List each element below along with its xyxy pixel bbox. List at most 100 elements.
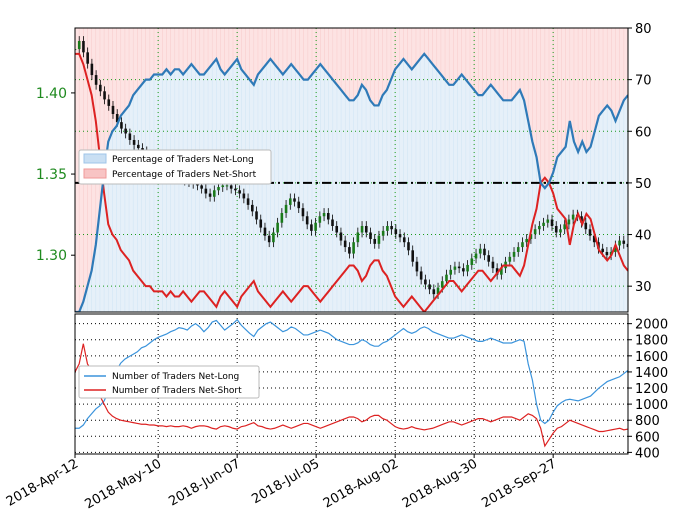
candle-body bbox=[402, 237, 406, 243]
legend-swatch-net-long bbox=[83, 153, 107, 164]
candle-body bbox=[605, 251, 609, 256]
candle-body bbox=[267, 235, 271, 243]
candle-body bbox=[407, 242, 410, 251]
candle-body bbox=[601, 248, 604, 252]
candle-body bbox=[124, 128, 127, 134]
candle-body bbox=[293, 198, 296, 202]
x-tick-label: 2018-Jul-05 bbox=[249, 456, 322, 507]
candle-body bbox=[546, 219, 550, 223]
bottom-right-tick-label: 2000 bbox=[635, 318, 668, 333]
candle-body bbox=[120, 122, 123, 129]
candle-body bbox=[424, 279, 427, 285]
top-frame bbox=[74, 27, 629, 313]
candle-body bbox=[432, 289, 436, 295]
candle-body bbox=[516, 247, 520, 252]
candle-body bbox=[229, 185, 233, 189]
candle-body bbox=[263, 227, 267, 236]
candle-body bbox=[398, 234, 402, 238]
legend-label-traders-net-short: Number of Traders Net-Short bbox=[112, 386, 242, 396]
candle-body bbox=[217, 187, 220, 191]
legend-label-traders-net-long: Number of Traders Net-Long bbox=[112, 372, 239, 382]
candle-body bbox=[588, 229, 592, 236]
candle-body bbox=[128, 133, 132, 140]
candle-body bbox=[449, 269, 453, 275]
candle-body bbox=[474, 253, 478, 259]
candle-body bbox=[86, 52, 89, 64]
candle-body bbox=[567, 219, 571, 225]
candle-body bbox=[255, 211, 258, 220]
candle-body bbox=[318, 216, 322, 223]
candle-body bbox=[103, 91, 106, 100]
candle-body bbox=[563, 224, 566, 230]
bottom-right-tick-label: 1600 bbox=[635, 350, 668, 365]
candle-body bbox=[99, 84, 102, 92]
candle-body bbox=[204, 188, 208, 194]
bottom-right-tick-label: 1400 bbox=[635, 366, 668, 381]
candle-body bbox=[457, 266, 461, 269]
x-tick-label: 2018-Jun-07 bbox=[166, 456, 243, 509]
candle-body bbox=[335, 225, 339, 233]
candle-body bbox=[75, 49, 77, 51]
candle-body bbox=[364, 225, 368, 233]
candle-body bbox=[466, 264, 469, 272]
candle-body bbox=[242, 193, 246, 199]
candle-body bbox=[284, 204, 288, 214]
candle-body bbox=[386, 225, 389, 231]
candle-body bbox=[487, 255, 490, 262]
candle-body bbox=[369, 232, 372, 239]
candle-body bbox=[390, 225, 393, 230]
bottom-right-tick-label: 1200 bbox=[635, 382, 668, 397]
candle-body bbox=[495, 268, 499, 275]
candle-body bbox=[213, 190, 216, 197]
candle-body bbox=[462, 268, 465, 272]
candle-body bbox=[559, 229, 562, 233]
candle-body bbox=[584, 222, 588, 230]
x-tick-label: 2018-Aug-30 bbox=[400, 456, 480, 511]
candle-body bbox=[415, 261, 419, 272]
bottom-legend: Number of Traders Net-Long Number of Trad… bbox=[78, 365, 260, 399]
candle-body bbox=[280, 213, 284, 223]
candle-body bbox=[360, 225, 364, 233]
candle-body bbox=[234, 188, 237, 191]
candle-body bbox=[90, 63, 94, 76]
candle-body bbox=[196, 183, 199, 186]
candle-body bbox=[554, 225, 558, 233]
candle-body bbox=[343, 240, 347, 248]
candle-body bbox=[512, 251, 516, 257]
candle-body bbox=[445, 274, 448, 282]
candle-body bbox=[411, 250, 415, 262]
traders-net-short-line bbox=[75, 343, 628, 448]
net-long-line bbox=[75, 52, 628, 312]
candle-body bbox=[626, 243, 628, 248]
candle-body bbox=[440, 281, 444, 288]
candle-body bbox=[533, 229, 537, 235]
candle-body bbox=[259, 219, 263, 228]
candle-body bbox=[221, 185, 225, 188]
left-tick-label: 1.40 bbox=[36, 86, 67, 102]
candle-body bbox=[77, 40, 81, 50]
candle-body bbox=[538, 225, 541, 230]
top-legend-box bbox=[78, 149, 272, 185]
bottom-right-tick-label: 400 bbox=[635, 446, 660, 461]
candle-body bbox=[373, 238, 377, 244]
candle-body bbox=[137, 144, 140, 149]
candle-body bbox=[246, 198, 250, 205]
right-tick-label: 70 bbox=[635, 74, 652, 89]
candle-body bbox=[491, 261, 495, 269]
candle-body bbox=[348, 247, 351, 254]
candle-body bbox=[107, 99, 111, 106]
candle-body bbox=[250, 204, 254, 212]
candle-body bbox=[225, 185, 229, 187]
candle-body bbox=[381, 230, 385, 236]
bottom-panel: Number of Traders Net-Long Number of Trad… bbox=[74, 313, 629, 455]
candle-body bbox=[428, 284, 431, 290]
candle-body bbox=[297, 201, 301, 209]
bottom-right-tick-label: 1000 bbox=[635, 398, 668, 413]
candle-body bbox=[238, 190, 241, 194]
candle-body bbox=[111, 105, 115, 115]
bottom-right-tick-label: 800 bbox=[635, 414, 660, 429]
traders-net-long-line bbox=[75, 318, 628, 429]
candle-body bbox=[478, 248, 482, 254]
top-legend: Percentage of Traders Net-Long Percentage… bbox=[78, 149, 272, 185]
